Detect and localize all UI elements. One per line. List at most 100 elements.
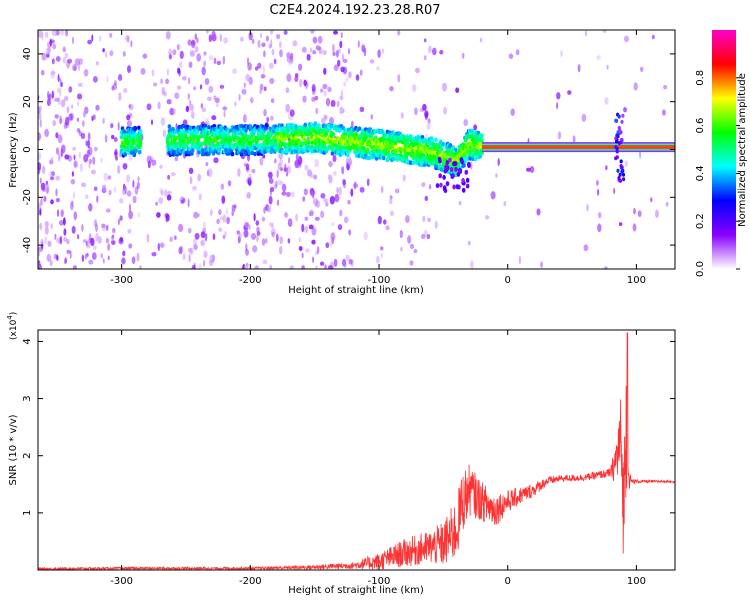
heatmap-cell [311,83,316,92]
heatmap-cell [399,229,403,239]
heatmap-cell [187,227,192,234]
heatmap-cell [313,199,316,204]
heatmap-cell [330,100,336,107]
heatmap-cell [109,50,114,57]
heatmap-cell [182,150,186,155]
heatmap-cell [290,191,295,198]
colorbar-gradient [712,30,736,269]
heatmap-cell [256,231,261,236]
heatmap-cell [127,65,131,74]
heatmap-cell [76,128,81,133]
heatmap-cell [556,92,561,100]
heatmap-cell [299,78,303,88]
heatmap-cell [87,139,90,149]
heatmap-cell [175,123,178,130]
heatmap-cell [348,71,352,79]
heatmap-cell [39,222,43,231]
heatmap-cell [179,50,184,60]
heatmap-cell [71,225,76,234]
heatmap-cell [278,153,283,160]
heatmap-cell [315,45,321,51]
heatmap-cell [275,127,280,132]
heatmap-cell [596,55,601,60]
y-tick-label: 20 [22,95,33,108]
heatmap-cell [370,114,374,120]
heatmap-cell [38,246,44,252]
heatmap-cell [88,238,93,243]
heatmap-cell [38,250,41,257]
heatmap-cell [442,82,447,92]
heatmap-cell [131,256,136,265]
heatmap-cell [567,90,572,95]
heatmap-cell [166,141,171,146]
heatmap-cell [43,195,47,202]
heatmap-cell [365,147,370,152]
heatmap-cell [42,187,47,192]
heatmap-cell [213,157,219,164]
heatmap-cell [85,194,89,200]
heatmap-cell [112,227,116,234]
heatmap-cell [211,115,217,121]
heatmap-cell [196,53,202,62]
heatmap-cell [246,57,250,65]
heatmap-cell [259,32,263,39]
heatmap-cell [191,264,196,269]
heatmap-cell [113,80,117,86]
heatmap-cell [136,181,140,190]
heatmap-cell [68,86,73,93]
heatmap-cell [369,59,375,64]
heatmap-cell [279,245,283,255]
heatmap-cell [122,188,126,196]
heatmap-cell [92,156,96,165]
heatmap-cell [336,100,340,108]
heatmap-cell [618,222,623,227]
heatmap-cell [298,246,303,251]
heatmap-cell [322,50,327,55]
heatmap-cell [190,39,196,49]
heatmap-cell [449,167,454,172]
heatmap-cell [402,136,407,141]
heatmap-cell [165,31,171,40]
heatmap-cell [435,183,440,189]
heatmap-cell [167,174,171,180]
heatmap-cell [298,237,301,243]
heatmap-cell [284,149,289,154]
heatmap-cell [136,252,140,262]
heatmap-cell [351,120,354,129]
heatmap-cell [81,223,84,232]
heatmap-cell [285,191,291,198]
heatmap-cell [50,70,56,76]
heatmap-cell [257,39,261,48]
heatmap-cell [196,137,200,143]
heatmap-cell [255,234,259,243]
heatmap-cell [122,51,126,57]
heatmap-cell [236,230,241,235]
heatmap-cell [310,190,314,197]
heatmap-cell [105,237,109,244]
heatmap-cell [88,162,91,169]
heatmap-cell [344,261,347,269]
heatmap-cell [309,47,313,53]
heatmap-cell [109,32,113,39]
heatmap-cell [338,127,343,133]
heatmap-cell [427,146,432,152]
heatmap-cell [44,128,49,138]
heatmap-cell [248,224,251,230]
heatmap-cell [66,249,71,254]
heatmap-cell [277,162,281,171]
heatmap-cell [73,154,76,161]
heatmap-cell [279,157,283,167]
heatmap-cell [318,46,323,55]
heatmap-cell [59,115,63,121]
heatmap-cell [661,109,666,116]
heatmap-cell [409,260,414,266]
heatmap-cell [485,215,490,220]
heatmap-cell [88,259,94,265]
heatmap-cell [234,204,237,209]
heatmap-cell [597,188,600,196]
colorbar-tick-label: 0.0 [695,261,706,277]
heatmap-cell [189,99,192,106]
heatmap-cell [209,209,213,216]
